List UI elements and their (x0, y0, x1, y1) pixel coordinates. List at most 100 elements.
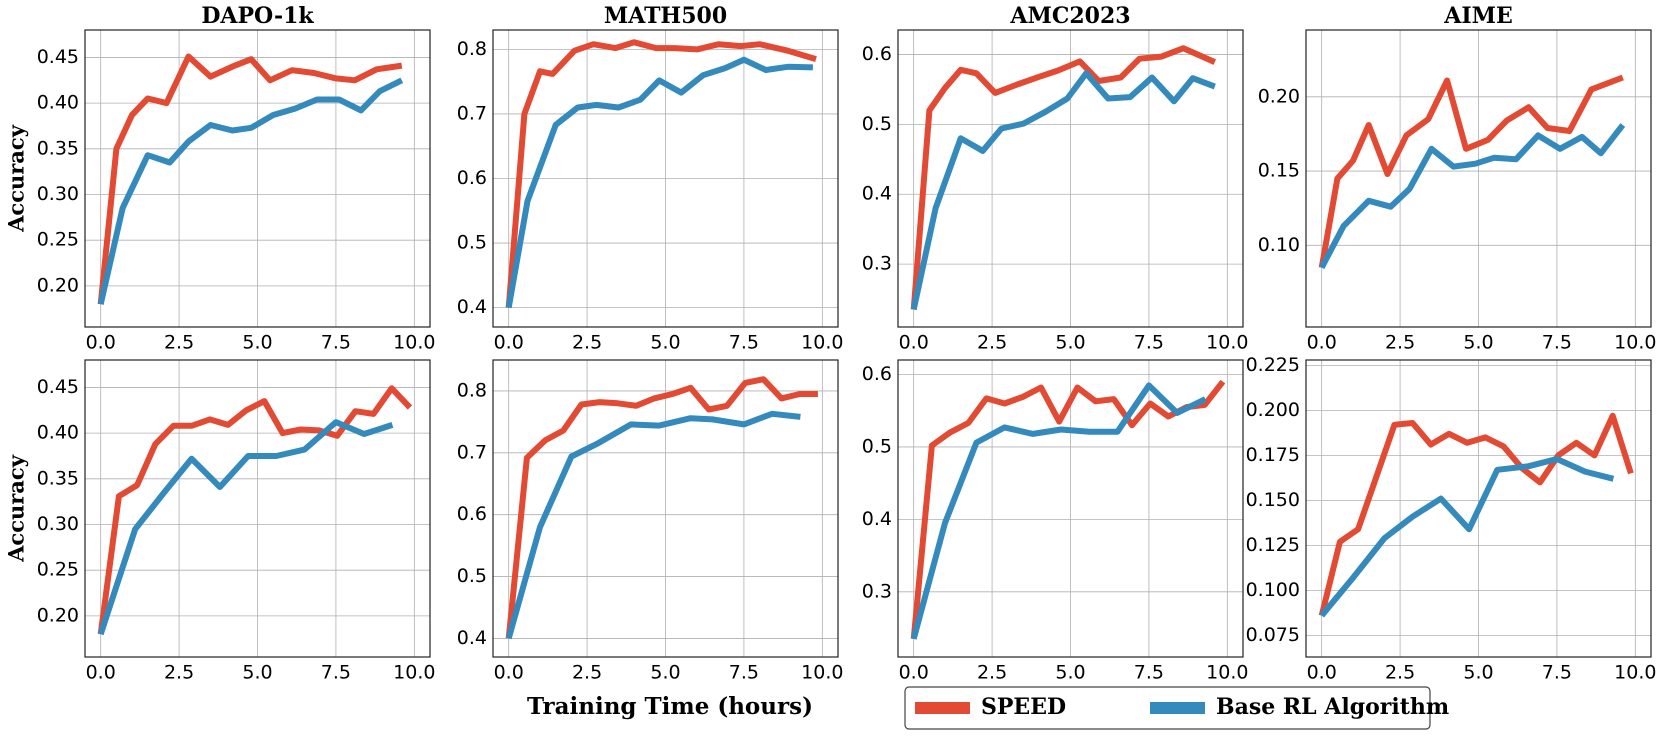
y-tick-label: 0.25 (37, 559, 79, 581)
x-tick-label: 10.0 (1206, 332, 1248, 354)
y-tick-label: 0.45 (37, 376, 79, 398)
plot-frame (897, 359, 1244, 658)
x-axis-label: Training Time (hours) (527, 693, 813, 720)
series-line (97, 419, 394, 636)
y-tick-label: 0.7 (457, 102, 487, 124)
series-line (97, 77, 404, 305)
series-line (910, 382, 1207, 640)
x-tick-label: 0.0 (86, 332, 116, 354)
series-line (910, 70, 1216, 311)
x-tick-label: 5.0 (650, 662, 680, 684)
y-tick-label: 0.10 (1258, 234, 1300, 256)
x-tick-label: 2.5 (977, 332, 1007, 354)
y-tick-label: 0.200 (1246, 399, 1300, 421)
x-tick-label: 10.0 (393, 662, 435, 684)
plot-frame (492, 359, 839, 658)
x-tick-label: 7.5 (321, 662, 351, 684)
plot-frame (84, 359, 431, 658)
y-tick-label: 0.8 (457, 379, 487, 401)
y-tick-label: 0.6 (862, 363, 892, 385)
y-tick-label: 0.30 (37, 183, 79, 205)
y-tick-label: 0.40 (37, 422, 79, 444)
y-tick-label: 0.6 (862, 43, 892, 65)
legend-label: SPEED (981, 694, 1066, 720)
x-tick-label: 2.5 (1385, 332, 1415, 354)
x-tick-label: 10.0 (1614, 662, 1656, 684)
y-tick-label: 0.075 (1246, 624, 1300, 646)
y-tick-label: 0.20 (1258, 85, 1300, 107)
x-tick-label: 2.5 (572, 332, 602, 354)
x-tick-label: 0.0 (86, 662, 116, 684)
x-tick-label: 5.0 (242, 662, 272, 684)
y-tick-label: 0.3 (862, 253, 892, 275)
series-line (1319, 456, 1615, 618)
x-tick-label: 5.0 (1463, 662, 1493, 684)
x-tick-label: 0.0 (494, 332, 524, 354)
x-tick-label: 2.5 (1385, 662, 1415, 684)
y-tick-label: 0.225 (1246, 354, 1300, 376)
series-line (1319, 123, 1626, 269)
x-tick-label: 5.0 (242, 332, 272, 354)
series-line (1318, 412, 1634, 617)
x-tick-label: 2.5 (977, 662, 1007, 684)
y-tick-label: 0.8 (457, 38, 487, 60)
x-tick-label: 10.0 (801, 332, 843, 354)
series-line (505, 376, 818, 639)
plot-frame (897, 29, 1244, 328)
plot-frame (84, 29, 431, 328)
y-tick-label: 0.4 (457, 296, 487, 318)
x-tick-label: 10.0 (801, 662, 843, 684)
series-line (1318, 74, 1624, 269)
chart-title: DAPO-1k (201, 3, 314, 29)
series-line (97, 53, 403, 305)
x-tick-label: 2.5 (572, 662, 602, 684)
y-tick-label: 0.5 (457, 565, 487, 587)
y-axis-label: Accuracy (4, 454, 29, 563)
series-line (97, 385, 413, 635)
y-tick-label: 0.7 (457, 441, 487, 463)
x-tick-label: 0.0 (494, 662, 524, 684)
series-line (505, 39, 817, 308)
y-tick-label: 0.20 (37, 604, 79, 626)
y-tick-label: 0.5 (862, 435, 892, 457)
legend-label: Base RL Algorithm (1216, 694, 1449, 720)
x-tick-label: 7.5 (1134, 662, 1164, 684)
plot-frame (492, 29, 839, 328)
series-line (910, 379, 1226, 640)
x-tick-label: 10.0 (1614, 332, 1656, 354)
y-tick-label: 0.6 (457, 167, 487, 189)
plot-frame (1305, 29, 1652, 328)
series-line (505, 56, 813, 309)
y-tick-label: 0.5 (862, 113, 892, 135)
y-tick-label: 0.125 (1246, 534, 1300, 556)
y-tick-label: 0.45 (37, 46, 79, 68)
y-tick-label: 0.35 (37, 137, 79, 159)
x-tick-label: 5.0 (650, 332, 680, 354)
x-tick-label: 7.5 (729, 662, 759, 684)
y-tick-label: 0.5 (457, 232, 487, 254)
y-tick-label: 0.15 (1258, 160, 1300, 182)
x-tick-label: 2.5 (164, 332, 194, 354)
y-tick-label: 0.4 (457, 627, 487, 649)
y-axis-label: Accuracy (4, 124, 29, 233)
y-tick-label: 0.3 (862, 580, 892, 602)
x-tick-label: 7.5 (1542, 662, 1572, 684)
y-tick-label: 0.20 (37, 274, 79, 296)
x-tick-label: 5.0 (1055, 332, 1085, 354)
x-tick-label: 7.5 (1542, 332, 1572, 354)
x-tick-label: 0.0 (899, 332, 929, 354)
series-line (505, 410, 801, 640)
chart-title: AMC2023 (1009, 3, 1130, 29)
y-tick-label: 0.4 (862, 508, 892, 530)
x-tick-label: 7.5 (321, 332, 351, 354)
x-tick-label: 0.0 (1307, 662, 1337, 684)
y-tick-label: 0.40 (37, 92, 79, 114)
x-tick-label: 0.0 (1307, 332, 1337, 354)
x-tick-label: 0.0 (899, 662, 929, 684)
y-tick-label: 0.4 (862, 183, 892, 205)
x-tick-label: 5.0 (1055, 662, 1085, 684)
y-tick-label: 0.35 (37, 467, 79, 489)
x-tick-label: 10.0 (1206, 662, 1248, 684)
plot-frame (1305, 359, 1652, 658)
